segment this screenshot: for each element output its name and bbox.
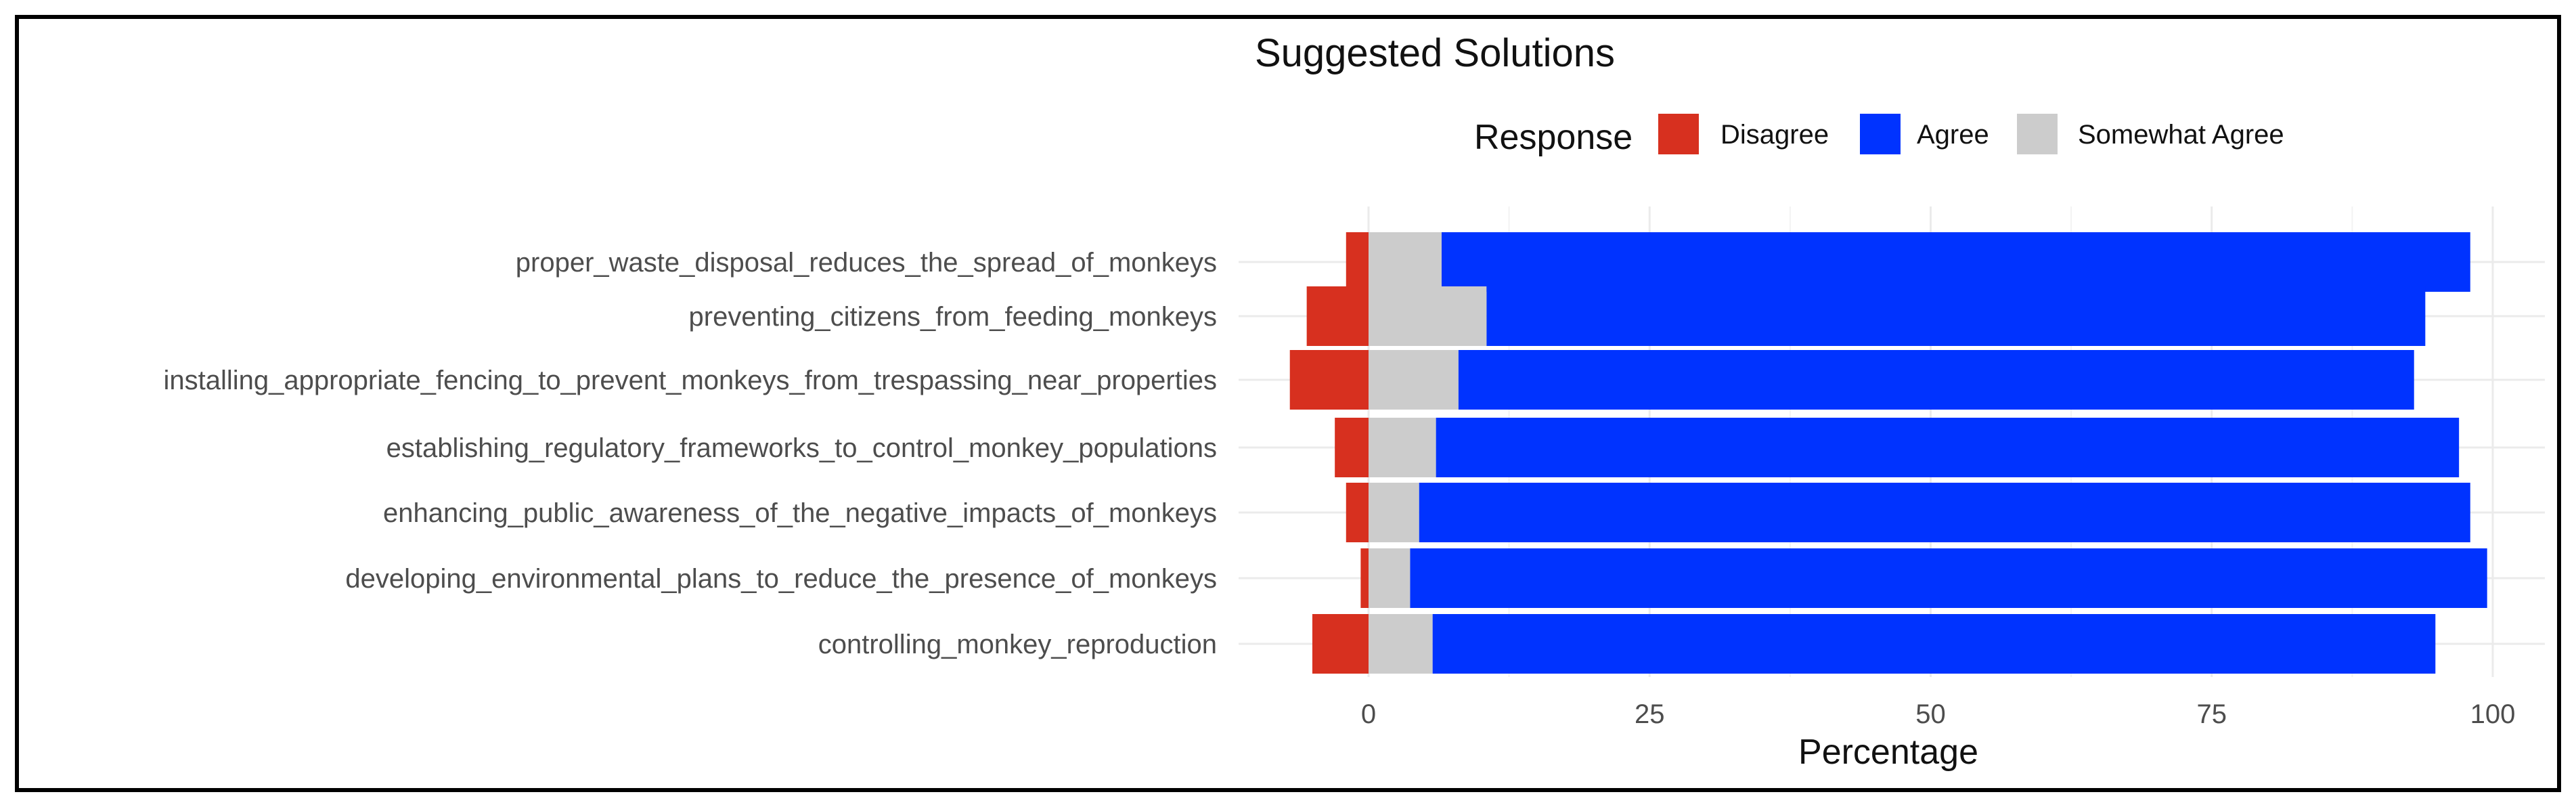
- x-axis-ticks: 0 25 50 75 100: [1361, 699, 2516, 729]
- legend-swatch: [2017, 114, 2058, 154]
- bar-somewhat-agree: [1369, 548, 1411, 608]
- x-tick-label: 0: [1361, 699, 1376, 729]
- bar-agree: [1432, 614, 2436, 674]
- legend-swatch: [1658, 114, 1699, 154]
- bar-somewhat-agree: [1369, 350, 1459, 410]
- bar-disagree: [1360, 548, 1369, 608]
- category-labels: proper_waste_disposal_reduces_the_spread…: [163, 248, 1217, 659]
- x-tick-label: 100: [2470, 699, 2516, 729]
- x-axis-title: Percentage: [1798, 733, 1978, 772]
- bar-disagree: [1346, 232, 1369, 292]
- bar-agree: [1436, 418, 2460, 477]
- bar-disagree: [1335, 418, 1369, 477]
- bar-agree: [1441, 232, 2470, 292]
- category-label: controlling_monkey_reproduction: [818, 630, 1217, 659]
- bar-agree: [1410, 548, 2487, 608]
- legend: Response Disagree Agree Somewhat Agree: [1474, 114, 2284, 157]
- bar-disagree: [1289, 350, 1369, 410]
- legend-label: Disagree: [1720, 120, 1829, 150]
- bar-agree: [1419, 483, 2470, 542]
- bar-agree: [1458, 350, 2414, 410]
- category-label: developing_environmental_plans_to_reduce…: [345, 564, 1217, 594]
- x-tick-label: 25: [1635, 699, 1665, 729]
- bar-agree: [1486, 286, 2426, 346]
- bars: [1289, 232, 2487, 674]
- x-tick-label: 75: [2197, 699, 2227, 729]
- category-label: enhancing_public_awareness_of_the_negati…: [383, 498, 1217, 528]
- chart-title: Suggested Solutions: [1255, 31, 1615, 75]
- category-label: establishing_regulatory_frameworks_to_co…: [386, 433, 1217, 463]
- legend-label: Agree: [1917, 120, 1989, 150]
- bar-somewhat-agree: [1369, 418, 1436, 477]
- bar-somewhat-agree: [1369, 483, 1419, 542]
- x-tick-label: 50: [1915, 699, 1946, 729]
- legend-swatch: [1860, 114, 1901, 154]
- category-label: preventing_citizens_from_feeding_monkeys: [689, 302, 1217, 332]
- bar-somewhat-agree: [1369, 286, 1487, 346]
- bar-disagree: [1306, 286, 1369, 346]
- bar-disagree: [1312, 614, 1369, 674]
- bar-disagree: [1346, 483, 1369, 542]
- category-label: installing_appropriate_fencing_to_preven…: [163, 366, 1217, 395]
- category-label: proper_waste_disposal_reduces_the_spread…: [516, 248, 1217, 278]
- bar-somewhat-agree: [1369, 614, 1433, 674]
- legend-title: Response: [1474, 118, 1633, 157]
- legend-label: Somewhat Agree: [2078, 120, 2284, 150]
- bar-somewhat-agree: [1369, 232, 1442, 292]
